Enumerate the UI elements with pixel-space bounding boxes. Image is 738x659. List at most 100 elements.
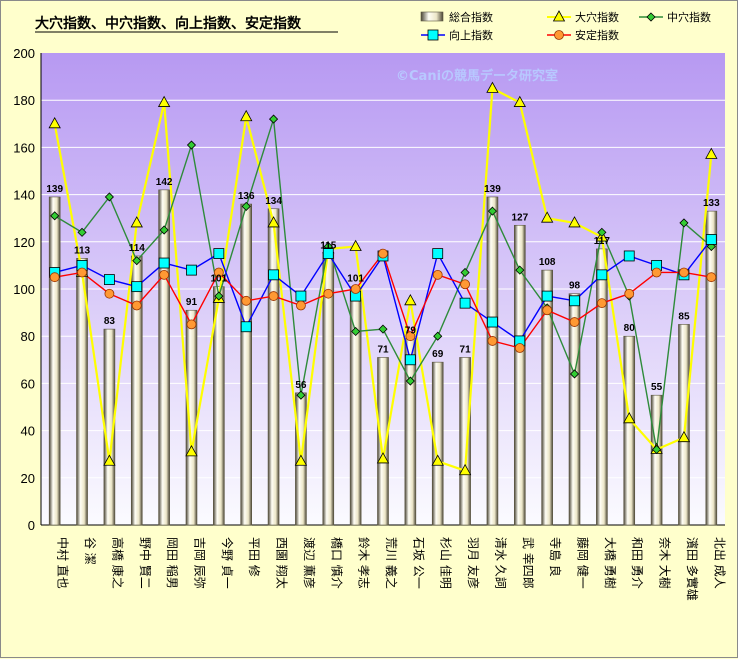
x-category-label: 渡辺 薫彦	[302, 537, 317, 589]
bar	[541, 269, 553, 526]
bar	[267, 208, 280, 526]
triangle-marker	[294, 454, 308, 466]
square-marker	[240, 321, 252, 333]
legend-label: 安定指数	[575, 28, 619, 42]
bar	[158, 189, 170, 526]
square-marker	[541, 290, 553, 302]
triangle-marker	[48, 116, 61, 129]
square-marker	[186, 264, 197, 276]
circle-marker	[460, 279, 470, 290]
triangle-marker	[267, 216, 280, 228]
bar-value-label: 134	[265, 196, 282, 207]
x-category-label: 橋口 慎介	[329, 537, 343, 589]
x-category-label: 大橋 勇樹	[603, 537, 617, 589]
x-category-label: 石坂 公一	[411, 537, 425, 589]
diamond-marker	[569, 369, 580, 379]
bar-value-label: 83	[104, 316, 116, 327]
triangle-marker	[677, 430, 691, 443]
y-tick-label: 140	[13, 188, 35, 203]
triangle-marker	[458, 463, 472, 476]
circle-marker	[268, 291, 279, 301]
circle-marker	[569, 317, 580, 327]
x-category-label: 濱田 多實雄	[685, 537, 700, 601]
watermark: ©Caniの競馬データ研究室	[396, 68, 558, 84]
diamond-marker	[405, 376, 415, 386]
square-marker	[213, 248, 225, 260]
bar-value-label: 101	[347, 274, 364, 285]
circle-marker	[186, 319, 197, 330]
circle-marker	[104, 288, 115, 299]
bar	[459, 357, 471, 526]
legend-label: 大穴指数	[575, 10, 619, 24]
bar	[349, 286, 362, 526]
bar	[623, 335, 636, 526]
square-marker	[487, 316, 498, 328]
x-category-label: 谷 潔	[83, 537, 97, 565]
x-category-label: 北出 成人	[712, 537, 726, 589]
y-tick-label: 0	[28, 518, 35, 533]
diamond-marker	[159, 225, 169, 235]
circle-marker	[487, 336, 498, 346]
circle-marker	[405, 331, 416, 342]
y-tick-label: 80	[21, 329, 35, 344]
x-category-label: 野中 賢二	[138, 537, 153, 589]
bar-value-label: 80	[624, 323, 636, 334]
x-category-label: 平田 修	[247, 537, 262, 577]
bar-value-label: 71	[377, 344, 389, 355]
bar	[650, 394, 663, 526]
circle-marker	[350, 284, 361, 294]
diamond-marker	[646, 12, 656, 22]
bar	[596, 248, 608, 526]
bar-value-label: 56	[295, 380, 307, 391]
circle-marker	[378, 248, 388, 259]
bar	[185, 309, 198, 526]
circle-marker	[542, 305, 553, 316]
x-category-label: 高橋 康之	[110, 537, 125, 589]
bar-value-label: 142	[156, 177, 173, 188]
diamond-marker	[378, 324, 388, 334]
circle-marker	[49, 272, 60, 283]
bar	[568, 293, 581, 526]
triangle-marker	[431, 454, 444, 466]
triangle-marker	[376, 452, 390, 464]
bar-value-label: 113	[74, 245, 91, 256]
bar	[431, 361, 444, 526]
x-category-label: 今野 貞一	[220, 537, 235, 589]
triangle-marker	[552, 10, 566, 22]
legend-label: 中穴指数	[667, 10, 711, 24]
circle-marker	[596, 298, 607, 309]
bar-value-label: 139	[484, 184, 501, 195]
diamond-marker	[515, 265, 525, 275]
bar	[513, 224, 526, 526]
bar	[240, 203, 252, 526]
square-marker	[131, 281, 143, 293]
y-tick-label: 20	[21, 471, 35, 486]
diamond-marker	[132, 256, 142, 266]
bar-value-label: 133	[703, 198, 720, 209]
circle-marker	[213, 267, 224, 278]
y-tick-label: 60	[21, 376, 35, 391]
circle-marker	[679, 267, 689, 278]
diamond-marker	[679, 218, 689, 228]
square-marker	[596, 269, 608, 281]
diamond-marker	[597, 227, 607, 237]
circle-marker	[554, 30, 564, 40]
x-category-label: 西園 翔太	[275, 537, 290, 589]
triangle-marker	[157, 95, 171, 107]
square-marker	[158, 257, 170, 269]
triangle-marker	[513, 95, 526, 107]
triangle-marker	[130, 216, 143, 228]
bar	[377, 357, 389, 526]
circle-marker	[241, 295, 252, 306]
diamond-marker	[268, 114, 279, 124]
square-marker	[432, 248, 444, 260]
square-marker	[322, 248, 334, 260]
bar-value-label: 115	[320, 241, 337, 252]
bar-value-label: 117	[594, 236, 611, 247]
square-marker	[459, 297, 471, 309]
square-marker	[427, 29, 439, 41]
bar-value-label: 85	[678, 311, 690, 322]
legend-label: 総合指数	[449, 10, 493, 24]
